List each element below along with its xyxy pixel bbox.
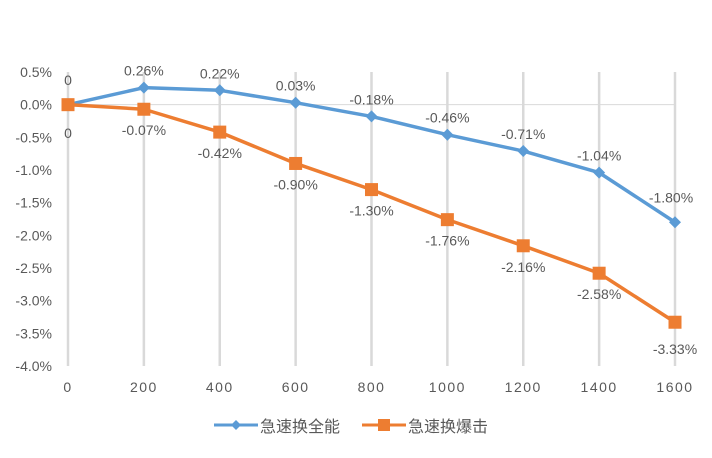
square-marker[interactable] bbox=[137, 102, 151, 116]
data-label-series-0: -1.04% bbox=[577, 148, 621, 164]
legend-label: 急速换全能 bbox=[260, 419, 341, 436]
data-label-series-0: 0.22% bbox=[200, 65, 240, 81]
legend: 急速换全能 急速换爆击 bbox=[214, 412, 488, 438]
data-labels: 0 0.26% 0.22% 0.03% -0.18% -0.46% -0.71% -1.04%… bbox=[64, 63, 697, 358]
data-label-series-0: -0.46% bbox=[425, 110, 469, 126]
x-tick-label: 600 bbox=[282, 379, 310, 395]
series-group bbox=[61, 81, 682, 329]
square-marker[interactable] bbox=[516, 239, 530, 253]
y-tick-label: -1.0% bbox=[15, 162, 52, 178]
data-label-series-1: -0.07% bbox=[122, 122, 166, 138]
diamond-marker[interactable] bbox=[441, 128, 454, 141]
data-label-series-1: -3.33% bbox=[653, 341, 697, 357]
diamond-marker[interactable] bbox=[517, 145, 530, 158]
y-tick-label: 0.0% bbox=[20, 97, 52, 113]
y-tick-label: 0.5% bbox=[20, 64, 52, 80]
diamond-marker[interactable] bbox=[669, 216, 681, 229]
diamond-marker[interactable] bbox=[213, 84, 226, 97]
diamond-marker-icon bbox=[214, 420, 258, 430]
data-label-series-1: -0.42% bbox=[198, 145, 242, 161]
y-tick-label: -1.5% bbox=[15, 195, 52, 211]
x-tick-label: 800 bbox=[358, 379, 386, 395]
square-marker[interactable] bbox=[365, 183, 378, 197]
diamond-marker[interactable] bbox=[289, 96, 302, 109]
square-marker-icon bbox=[362, 419, 407, 431]
y-tick-label: -3.0% bbox=[15, 293, 52, 309]
data-label-series-0: -0.71% bbox=[501, 126, 545, 142]
data-label-series-1: -0.90% bbox=[273, 176, 317, 192]
data-label-series-1: -1.30% bbox=[349, 203, 393, 219]
y-tick-label: -2.5% bbox=[15, 260, 52, 276]
diamond-marker[interactable] bbox=[365, 110, 378, 123]
legend-label: 急速换爆击 bbox=[408, 419, 489, 436]
y-tick-label: -0.5% bbox=[15, 129, 52, 145]
x-tick-label: 1600 bbox=[656, 379, 693, 395]
square-marker[interactable] bbox=[592, 266, 606, 280]
data-label-series-0: 0.03% bbox=[276, 78, 316, 94]
data-label-series-0: 0 bbox=[64, 72, 72, 88]
diamond-marker[interactable] bbox=[137, 81, 150, 94]
x-tick-label: 1400 bbox=[581, 379, 618, 395]
legend-item-series-0[interactable]: 急速换全能 bbox=[214, 413, 340, 437]
data-label-series-1: -2.58% bbox=[577, 286, 621, 302]
data-label-series-0: 0.26% bbox=[124, 63, 164, 79]
y-tick-label: -3.5% bbox=[15, 325, 52, 341]
x-tick-label: 400 bbox=[206, 379, 234, 395]
legend-item-series-1[interactable]: 急速换爆击 bbox=[362, 413, 488, 437]
x-tick-label: 0 bbox=[63, 379, 72, 395]
x-axis-ticks: 0 200 400 600 800 1000 1200 1400 1600 bbox=[63, 379, 693, 395]
data-label-series-1: -2.16% bbox=[501, 259, 545, 275]
square-marker[interactable] bbox=[61, 98, 75, 112]
square-marker[interactable] bbox=[668, 315, 682, 329]
y-tick-label: -2.0% bbox=[15, 227, 52, 243]
data-label-series-0: -1.80% bbox=[649, 189, 693, 205]
square-marker[interactable] bbox=[440, 213, 454, 227]
data-label-series-0: -0.18% bbox=[349, 91, 393, 107]
y-tick-label: -4.0% bbox=[15, 358, 52, 374]
square-marker[interactable] bbox=[289, 156, 303, 170]
x-tick-label: 200 bbox=[130, 379, 158, 395]
square-marker[interactable] bbox=[213, 125, 227, 139]
x-tick-label: 1200 bbox=[505, 379, 542, 395]
x-tick-label: 1000 bbox=[429, 379, 466, 395]
y-axis-ticks: 0.5% 0.0% -0.5% -1.0% -1.5% -2.0% -2.5% -3.0% -3… bbox=[15, 64, 52, 374]
data-label-series-1: -1.76% bbox=[425, 233, 469, 249]
data-label-series-1: 0 bbox=[64, 125, 72, 141]
diamond-marker[interactable] bbox=[593, 166, 606, 179]
